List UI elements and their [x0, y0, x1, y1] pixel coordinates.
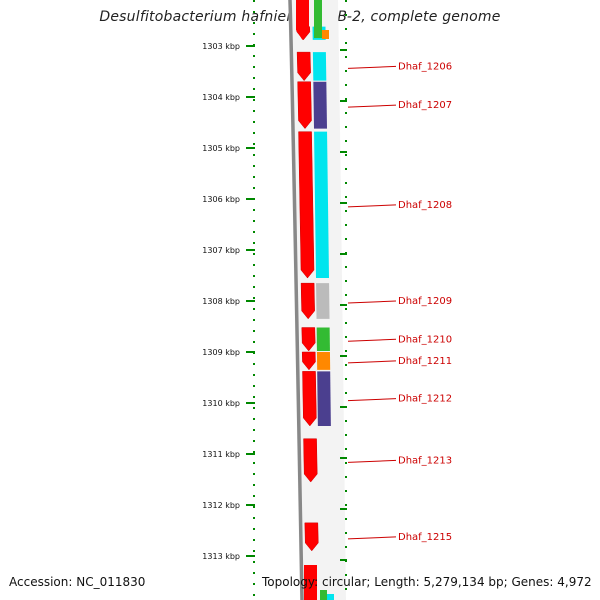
gene-label-leader	[347, 65, 397, 69]
ruler-label: 1310 kbp	[202, 399, 240, 408]
ruler-label: 1309 kbp	[202, 348, 240, 357]
gene-label: Dhaf_1213	[398, 455, 452, 466]
gene-arrow	[298, 131, 315, 279]
gene-arrow	[300, 282, 315, 320]
gene-arrow	[301, 351, 316, 371]
gene-label: Dhaf_1206	[398, 61, 452, 72]
gene-label-leader	[347, 300, 397, 304]
ruler-label: 1311 kbp	[202, 450, 240, 459]
ruler-label: 1304 kbp	[202, 93, 240, 102]
gene-label-leader	[347, 459, 397, 463]
cog-block	[314, 0, 322, 38]
gene-arrow	[303, 438, 318, 483]
gene-label-leader	[347, 398, 397, 402]
ruler-label: 1308 kbp	[202, 297, 240, 306]
cog-block	[312, 52, 327, 81]
gene-label: Dhaf_1210	[398, 334, 452, 345]
gene-label: Dhaf_1207	[398, 100, 452, 111]
gene-arrow	[304, 565, 317, 600]
gene-label: Dhaf_1215	[398, 532, 452, 543]
gene-label-leader	[347, 360, 397, 364]
cog-block	[313, 81, 328, 129]
cog-block	[327, 594, 334, 600]
gene-label: Dhaf_1212	[398, 394, 452, 405]
gene-label-leader	[347, 338, 397, 342]
cog-block	[314, 131, 330, 279]
gene-arrow	[296, 0, 309, 40]
ruler-label: 1307 kbp	[202, 246, 240, 255]
genome-backbone	[288, 0, 304, 600]
cog-block	[316, 352, 331, 370]
gene-arrow	[301, 327, 316, 352]
cog-block	[322, 30, 329, 39]
cog-block	[316, 283, 330, 319]
ruler-label: 1305 kbp	[202, 144, 240, 153]
ruler-label: 1306 kbp	[202, 195, 240, 204]
gene-arrow	[296, 51, 311, 82]
gene-label-leader	[347, 104, 397, 108]
gene-label: Dhaf_1208	[398, 200, 452, 211]
ruler-label: 1312 kbp	[202, 501, 240, 510]
gene-arrow	[297, 81, 312, 130]
gene-label: Dhaf_1209	[398, 296, 452, 307]
gene-label-leader	[347, 204, 397, 208]
cog-block	[317, 371, 331, 426]
gene-arrow	[302, 371, 317, 427]
topology-summary: Topology: circular; Length: 5,279,134 bp…	[262, 575, 592, 589]
gene-label: Dhaf_1211	[398, 356, 452, 367]
cog-block	[320, 590, 327, 600]
accession-label: Accession: NC_011830	[9, 575, 146, 589]
gene-arrow	[304, 522, 319, 552]
cog-block	[316, 327, 330, 351]
gene-label-leader	[347, 536, 397, 540]
ruler-label: 1303 kbp	[202, 42, 240, 51]
ruler-label: 1313 kbp	[202, 552, 240, 561]
